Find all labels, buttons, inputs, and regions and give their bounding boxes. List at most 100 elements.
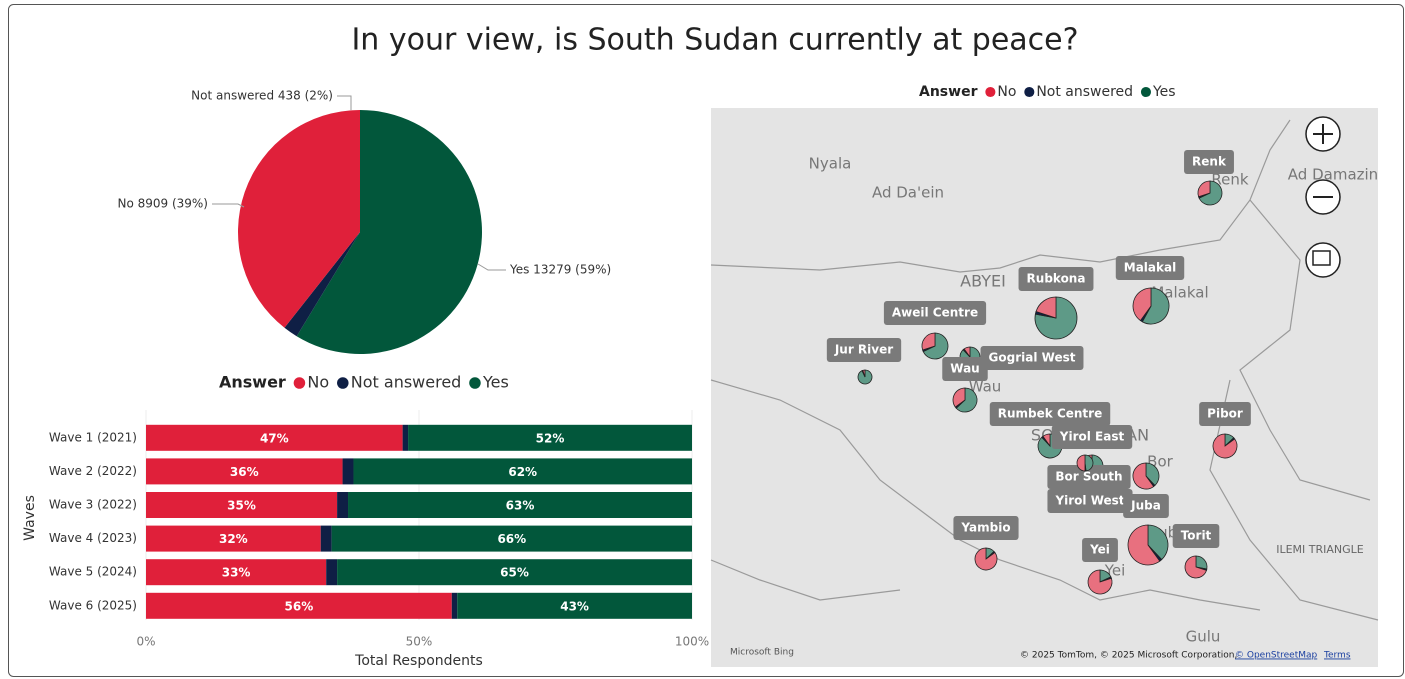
location-name: Renk (1192, 155, 1227, 169)
y-axis-label: Waves (22, 495, 38, 541)
map-pie-slice (1212, 433, 1238, 459)
bar-segment (402, 424, 409, 451)
terms-link[interactable]: Terms (1323, 651, 1351, 661)
map-pie-slice (1127, 524, 1161, 566)
map-label: Gogrial West (980, 346, 1084, 370)
map-label: Wau (942, 357, 988, 381)
x-tick-label: 100% (675, 635, 709, 649)
location-label-bg (1082, 538, 1118, 562)
legend-swatch (1024, 86, 1035, 98)
pie-slice (237, 109, 360, 328)
map-pie-slice (1145, 462, 1160, 487)
map-pie-slice (1132, 462, 1155, 490)
pie-label: No 8909 (39%) (117, 197, 208, 211)
x-axis-label: Total Respondents (354, 653, 483, 669)
bar-segment (353, 458, 692, 485)
legend-swatch (469, 377, 481, 389)
map-pie-slice (1197, 180, 1211, 198)
legend-label: Not answered (1036, 84, 1133, 100)
bar-segment (451, 592, 458, 619)
place-name: ABYEI (960, 272, 1006, 291)
data-label: 56% (285, 599, 314, 613)
y-tick-label: Wave 3 (2022) (49, 498, 137, 512)
legend-label: Yes (482, 373, 509, 392)
location-name: Yei (1089, 543, 1110, 557)
y-tick-label: Wave 4 (2023) (49, 531, 137, 545)
bar-segment (146, 458, 343, 485)
legend-label: Not answered (351, 373, 462, 392)
location-name: Wau (950, 362, 979, 376)
map-pie-slice (922, 332, 949, 360)
select-icon (1312, 250, 1331, 266)
bar-segment (457, 592, 692, 619)
y-tick-label: Wave 5 (2024) (49, 565, 137, 579)
map-label: Bor South (1047, 465, 1131, 489)
bar-segment (146, 492, 338, 518)
leader-line (212, 203, 245, 208)
location-label-bg (942, 357, 988, 381)
location-label-bg (1115, 256, 1185, 280)
location-name: Rumbek Centre (998, 407, 1102, 421)
map-pie-slice (1132, 287, 1152, 322)
data-label: 32% (219, 532, 248, 546)
map-pie-slice (1076, 454, 1086, 472)
y-tick-label: Wave 6 (2025) (49, 598, 137, 612)
location-label-bg (1051, 425, 1133, 449)
location-label-bg (953, 516, 1019, 540)
location-label-bg (1123, 494, 1169, 518)
bar-segment (342, 458, 354, 485)
location-label-bg (989, 402, 1111, 426)
map-label: Yirol East (1051, 425, 1133, 449)
bar-segment (146, 525, 321, 552)
bar-segment (320, 525, 332, 552)
map-pie-slice (1087, 569, 1113, 595)
bar-segment (348, 492, 692, 518)
legend-title: Answer (219, 373, 286, 392)
data-label: 36% (230, 465, 259, 479)
bar-segment (146, 592, 452, 619)
x-tick-label: 50% (406, 635, 433, 649)
osm-link[interactable]: © OpenStreetMap (1235, 651, 1318, 661)
map-pie-slice (952, 387, 966, 408)
data-label: 35% (227, 499, 256, 513)
map-label: Pibor (1199, 402, 1251, 426)
location-label-bg (826, 338, 902, 362)
location-name: Yambio (960, 521, 1010, 535)
location-name: Rubkona (1027, 272, 1086, 286)
map-logo: Microsoft Bing (730, 648, 794, 658)
map-pie-slice (1198, 180, 1223, 206)
map-pie-slice (955, 387, 978, 413)
leader-line (337, 95, 352, 110)
place-name: Renk (1211, 171, 1248, 189)
legend-swatch (337, 377, 349, 389)
location-name: Yirol West (1054, 494, 1124, 508)
zoom-controls[interactable] (1305, 116, 1341, 278)
map-label: Yirol West (1047, 489, 1133, 513)
bar-segment (331, 525, 692, 552)
data-label: 65% (500, 566, 529, 580)
select-tool[interactable] (1305, 242, 1341, 278)
bar-segment (146, 559, 327, 586)
map-pie-slice (1042, 433, 1051, 448)
bar-segment (146, 424, 403, 451)
location-label-bg (1172, 524, 1220, 548)
map-pie-slice (1141, 287, 1170, 325)
x-tick-label: 0% (136, 635, 155, 649)
map-borders (710, 119, 1379, 621)
legend-swatch (293, 377, 306, 389)
map-label: Juba (1123, 494, 1169, 518)
location-label-bg (883, 301, 987, 325)
legend-swatch (1140, 86, 1152, 98)
map-pie-slice (963, 346, 971, 359)
location-label-bg (1047, 489, 1133, 513)
place-name: ILEMI TRIANGLE (1276, 543, 1364, 556)
location-label-bg (1199, 402, 1251, 426)
data-label: 63% (506, 499, 535, 513)
location-label-bg (980, 346, 1084, 370)
pie-slice (296, 110, 483, 354)
map-pie-slice (974, 547, 998, 571)
location-label-bg (1018, 267, 1094, 291)
data-label: 62% (508, 465, 537, 479)
y-tick-label: Wave 2 (2022) (49, 464, 137, 478)
